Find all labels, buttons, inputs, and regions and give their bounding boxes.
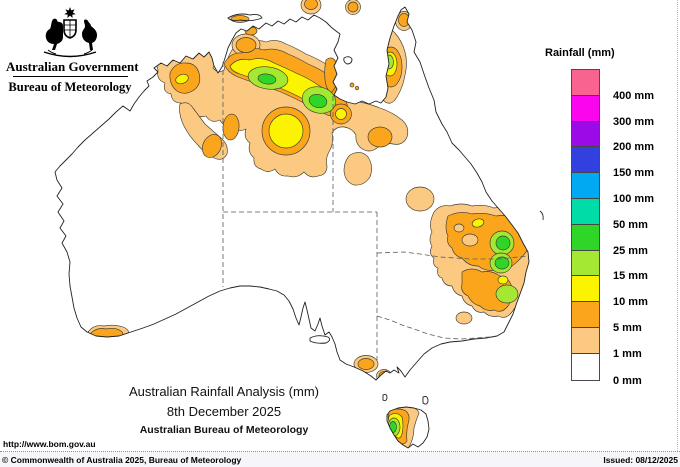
header-divider bbox=[13, 76, 128, 77]
legend-block-0mm: 0 mm bbox=[572, 353, 642, 387]
map-captions: Australian Rainfall Analysis (mm) 8th De… bbox=[59, 384, 389, 436]
legend-label-5mm: 5 mm bbox=[613, 321, 642, 334]
legend-label-1mm: 1 mm bbox=[613, 347, 642, 360]
contour-10mm-east-2 bbox=[497, 275, 509, 285]
legend-label-200mm: 200 mm bbox=[613, 141, 654, 154]
contour-5mm-wellesley-2 bbox=[354, 85, 360, 91]
footer-bar bbox=[0, 452, 680, 467]
footer-divider bbox=[0, 451, 680, 452]
legend-block-300mm: 300 mm bbox=[572, 95, 654, 128]
legend-label-10mm: 10 mm bbox=[613, 296, 648, 309]
map-title: Australian Rainfall Analysis (mm) bbox=[128, 384, 319, 399]
offshore-rainfall-blobs bbox=[230, 0, 361, 91]
legend-block-15mm: 15 mm bbox=[572, 250, 648, 282]
contour-5mm-top-end bbox=[304, 0, 318, 10]
contour-10mm-se-small bbox=[335, 108, 347, 120]
legend-label-300mm: 300 mm bbox=[613, 115, 654, 128]
legend-label-25mm: 25 mm bbox=[613, 244, 648, 257]
flinders-island bbox=[422, 396, 429, 405]
copyright-text: © Commonwealth of Australia 2025, Bureau… bbox=[2, 455, 242, 465]
contour-1mm-qld-coast-speck bbox=[502, 171, 512, 179]
legend-block-5mm: 5 mm bbox=[572, 302, 642, 334]
contour-1mm-inland-blob bbox=[343, 152, 372, 186]
contour-25mm-band-1 bbox=[257, 73, 277, 85]
contour-5mm-hole-2 bbox=[453, 223, 465, 233]
legend-label-150mm: 150 mm bbox=[613, 167, 654, 180]
state-borders bbox=[222, 62, 528, 363]
legend-label-50mm: 50 mm bbox=[613, 218, 648, 231]
contour-5mm-se-arm bbox=[367, 126, 393, 148]
government-title: Australian Government bbox=[6, 59, 139, 74]
legend-label-0mm: 0 mm bbox=[613, 374, 642, 387]
coat-of-arms-icon bbox=[43, 7, 97, 58]
legend-block-200mm: 200 mm bbox=[572, 121, 654, 153]
legend-block-10mm: 10 mm bbox=[572, 276, 648, 308]
contour-25mm-east-2 bbox=[494, 256, 510, 270]
rainfall-legend-scale: 400 mm 300 mm 200 mm 150 mm 100 mm 50 mm 25 mm… bbox=[571, 69, 654, 387]
kangaroo-island bbox=[309, 335, 331, 344]
bureau-title: Bureau of Meteorology bbox=[8, 80, 132, 94]
contour-5mm-east-north bbox=[445, 212, 529, 271]
map-date: 8th December 2025 bbox=[166, 404, 282, 419]
contour-25mm-east-1 bbox=[495, 235, 511, 251]
legend-block-400mm: 400 mm bbox=[572, 70, 654, 102]
border-qld-nsw bbox=[376, 251, 528, 260]
tasmania-coastline bbox=[386, 406, 430, 449]
contour-1mm-qld-ellipse bbox=[405, 186, 435, 212]
frame-right-edge bbox=[677, 0, 678, 467]
kangaroo-icon bbox=[45, 18, 63, 50]
contour-5mm-darwin bbox=[235, 37, 257, 53]
contour-25mm-tasmania bbox=[389, 421, 397, 433]
issued-date: Issued: 08/12/2025 bbox=[603, 455, 678, 465]
groote-island bbox=[343, 56, 353, 65]
contour-5mm-pilbara bbox=[202, 134, 222, 158]
legend-block-1mm: 1 mm bbox=[572, 327, 642, 360]
contour-5mm-hole-1 bbox=[461, 233, 479, 247]
king-island bbox=[382, 393, 388, 402]
mainland-coastline bbox=[54, 6, 530, 381]
legend-block-100mm: 100 mm bbox=[572, 173, 654, 205]
emu-icon bbox=[82, 19, 97, 50]
contour-10mm-east-1 bbox=[471, 218, 485, 228]
contour-25mm-band-2 bbox=[308, 93, 328, 109]
legend-label-15mm: 15 mm bbox=[613, 270, 648, 283]
contour-15mm-east-3 bbox=[495, 284, 519, 304]
melville-island bbox=[227, 13, 263, 22]
map-organisation: Australian Bureau of Meteorology bbox=[139, 424, 309, 436]
legend-block-150mm: 150 mm bbox=[572, 147, 654, 179]
bom-url: http://www.bom.gov.au bbox=[3, 439, 96, 449]
contour-10mm-kimberley bbox=[175, 73, 189, 85]
fraser-island bbox=[539, 210, 544, 221]
border-nsw-vic bbox=[376, 315, 491, 340]
contour-5mm-melville bbox=[230, 15, 250, 23]
contour-5mm-wessel bbox=[347, 1, 359, 13]
coastline bbox=[54, 6, 544, 449]
contour-10mm-center bbox=[268, 113, 304, 149]
legend-title: Rainfall (mm) bbox=[545, 47, 615, 59]
legend-label-100mm: 100 mm bbox=[613, 192, 654, 205]
contour-1mm-nsw-south bbox=[455, 311, 473, 325]
legend-block-50mm: 50 mm bbox=[572, 198, 648, 231]
legend-label-400mm: 400 mm bbox=[613, 89, 654, 102]
star-icon bbox=[64, 7, 76, 18]
contour-5mm-wellesley-1 bbox=[349, 82, 355, 88]
legend-block-25mm: 25 mm bbox=[572, 224, 648, 257]
contour-5mm-vic-1 bbox=[357, 358, 375, 370]
